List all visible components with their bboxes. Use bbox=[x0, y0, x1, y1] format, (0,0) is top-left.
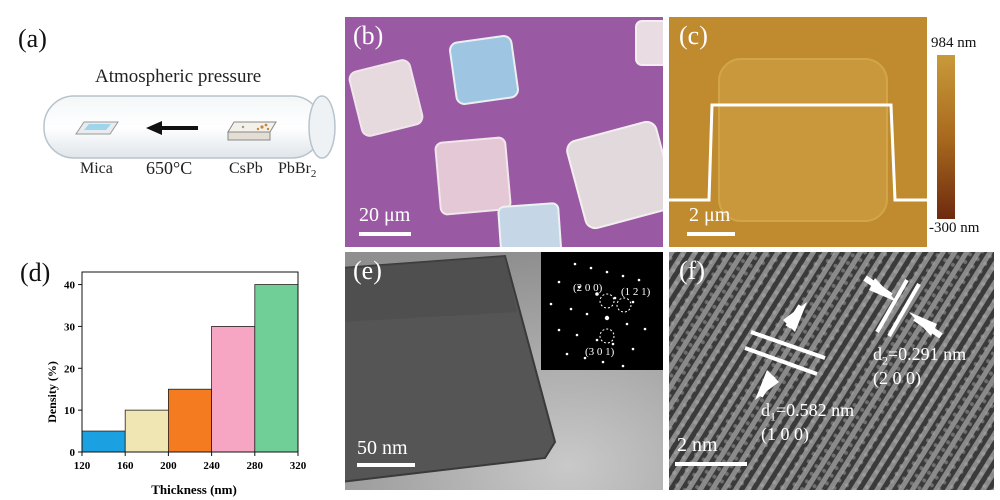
y-tick-label: 0 bbox=[70, 447, 76, 459]
d2-plane-label: (2 0 0) bbox=[873, 368, 921, 388]
panel-f-hrtem-image: (f) d2=0.291 nm (2 0 0) d1=0.582 nm (1 0… bbox=[669, 252, 994, 490]
d1-spacing-label: d1=0.582 nm bbox=[761, 400, 855, 424]
scale-bar-label-f: 2 nm bbox=[677, 434, 718, 456]
colorbar-max-label: 984 nm bbox=[931, 35, 977, 51]
atmospheric-pressure-label: Atmospheric pressure bbox=[95, 66, 262, 87]
histogram-bar-5 bbox=[254, 284, 299, 453]
flow-arrow-head bbox=[146, 121, 162, 135]
histogram-bar-1 bbox=[81, 430, 126, 453]
hrtem-lattice bbox=[669, 252, 994, 490]
scale-bar-b bbox=[359, 232, 411, 236]
y-tick-label: 20 bbox=[64, 363, 76, 375]
saed-label-200: (2 0 0) bbox=[573, 282, 603, 294]
saed-label-301: (3 0 1) bbox=[585, 346, 615, 358]
y-tick-label: 40 bbox=[64, 280, 76, 292]
panel-c-afm-image: (c) 984 nm -300 nm 2 μm bbox=[669, 17, 994, 247]
panel-label-f: (f) bbox=[679, 256, 705, 285]
panel-b-optical-image: (b) 20 μm bbox=[345, 17, 663, 247]
height-profile-line bbox=[669, 103, 927, 202]
cspb-label: CsPb bbox=[229, 160, 263, 177]
panel-a-schematic: (a) Atmospheric pressure Mica 650°C CsPb… bbox=[0, 0, 340, 240]
pbbr2-label: PbBr2 bbox=[278, 160, 317, 181]
x-tick-label: 280 bbox=[247, 460, 264, 472]
d1-marker-lines bbox=[744, 330, 826, 376]
histogram-bar-4 bbox=[211, 326, 256, 453]
saed-label-121: (1 2 1) bbox=[621, 286, 651, 298]
y-axis-label: Density (%) bbox=[45, 361, 59, 423]
tube-furnace-diagram bbox=[43, 95, 336, 159]
mica-label: Mica bbox=[80, 160, 113, 177]
panel-label-d: (d) bbox=[20, 258, 51, 287]
x-tick-label: 160 bbox=[117, 460, 134, 472]
flake-1 bbox=[348, 59, 424, 137]
histogram-bar-2 bbox=[124, 409, 169, 453]
afm-flake bbox=[718, 58, 888, 222]
precursor-boat-top bbox=[227, 121, 277, 133]
scale-bar-label-b: 20 μm bbox=[359, 204, 411, 226]
tube-opening bbox=[308, 95, 336, 159]
x-tick-label: 200 bbox=[160, 460, 177, 472]
x-axis-label: Thickness (nm) bbox=[151, 482, 237, 497]
flake-5 bbox=[497, 202, 563, 247]
scale-bar-c bbox=[687, 232, 735, 236]
plot-frame bbox=[81, 271, 299, 453]
temperature-label: 650°C bbox=[146, 158, 193, 178]
precursor-boat-front bbox=[227, 131, 271, 141]
x-tick-label: 120 bbox=[74, 460, 91, 472]
saed-inset bbox=[541, 252, 663, 370]
d2-spacing-label: d2=0.291 nm bbox=[873, 344, 967, 368]
panel-d-histogram: (d) 120 160 200 240 280 320 0 10 20 30 40 Density … bbox=[0, 252, 340, 500]
panel-label-c: (c) bbox=[679, 21, 708, 50]
flake-6 bbox=[635, 20, 663, 66]
d2-marker-lines bbox=[875, 279, 921, 337]
x-tick-label: 320 bbox=[290, 460, 307, 472]
scale-bar-label-c: 2 μm bbox=[689, 204, 731, 226]
panel-e-tem-image: (e) (2 0 0) (1 2 1) (3 0 1) 50 nm bbox=[345, 252, 663, 490]
panel-label-b: (b) bbox=[353, 21, 384, 50]
x-tick-label: 240 bbox=[203, 460, 220, 472]
colorbar-min-label: -300 nm bbox=[929, 220, 980, 236]
colorbar bbox=[937, 55, 955, 219]
scale-bar-f bbox=[675, 462, 747, 466]
histogram-bar-3 bbox=[167, 388, 212, 453]
saed-pattern bbox=[549, 262, 647, 368]
afm-topography bbox=[669, 17, 955, 247]
optical-micrograph bbox=[345, 17, 663, 247]
tem-micrograph bbox=[345, 252, 663, 490]
flake-2 bbox=[449, 35, 519, 105]
flake-4 bbox=[566, 120, 663, 230]
panel-label-a: (a) bbox=[18, 24, 47, 53]
mica-sample bbox=[84, 124, 111, 130]
y-tick-label: 30 bbox=[64, 321, 76, 333]
d1-plane-label: (1 0 0) bbox=[761, 424, 809, 444]
scale-bar-e bbox=[357, 463, 415, 467]
scale-bar-label-e: 50 nm bbox=[357, 437, 408, 459]
panel-label-e: (e) bbox=[353, 256, 382, 285]
flake-3 bbox=[434, 136, 512, 216]
y-tick-label: 10 bbox=[64, 405, 76, 417]
